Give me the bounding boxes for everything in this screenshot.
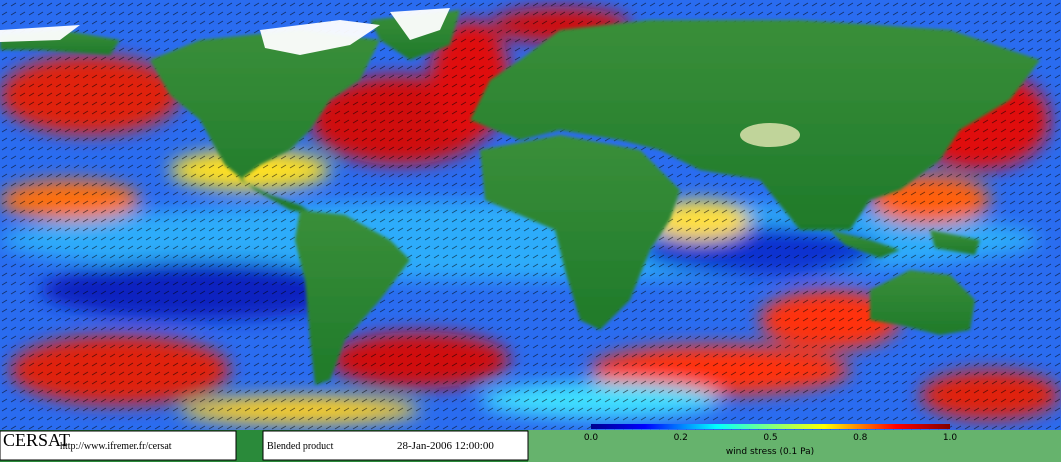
date: 28-Jan-2006 12:00:00 [397, 440, 494, 452]
colorbar-tick-label: 0.2 [674, 433, 688, 443]
colorbar-label: wind stress (0.1 Pa) [726, 447, 814, 457]
antarctica-highland [528, 430, 1061, 462]
product-box [262, 430, 529, 461]
colorbar-tick-label: 1.0 [943, 433, 958, 443]
colorbar-ticks: 0.0 0.2 0.5 0.8 1.0 [584, 433, 958, 443]
info-box [0, 430, 237, 461]
ocean-field [0, 0, 1061, 432]
product: Blended product [267, 441, 334, 452]
colorbar [591, 424, 950, 429]
ice [0, 8, 800, 147]
url: http://www.ifremer.fr/cersat [60, 441, 172, 452]
colorbar-tick-label: 0.8 [853, 433, 868, 443]
brand: CERSAT [3, 430, 70, 450]
colorbar-tick-label: 0.0 [584, 433, 599, 443]
colorbar-tick-label: 0.5 [763, 433, 777, 443]
